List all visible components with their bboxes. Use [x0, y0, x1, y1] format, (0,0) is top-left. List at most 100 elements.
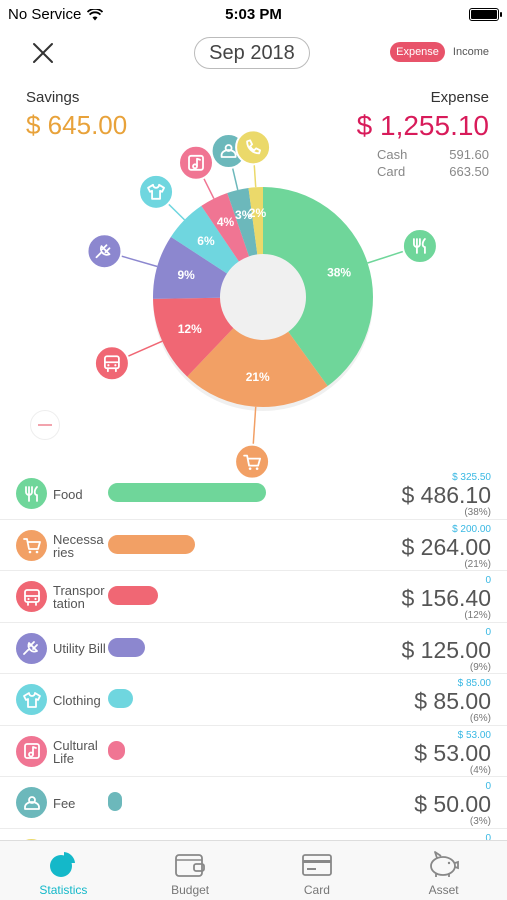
plug-icon[interactable]	[86, 233, 123, 270]
category-name: Fee	[53, 795, 76, 811]
carrier-label: No Service	[8, 6, 82, 23]
plug-icon	[16, 632, 47, 664]
category-pct: (12%)	[464, 610, 491, 621]
expense-value: $ 1,255.10	[356, 110, 489, 141]
category-row[interactable]: Transportation 0 $ 156.40 (12%)	[0, 571, 507, 623]
category-row[interactable]: Necessaries $ 200.00 $ 264.00 (21%)	[0, 520, 507, 571]
tab-statistics-label: Statistics	[39, 883, 88, 897]
slice-percent-label: 21%	[246, 370, 270, 384]
category-budget: 0	[485, 575, 491, 586]
pie-slice-communication[interactable]	[248, 187, 263, 255]
bus-icon	[16, 581, 47, 612]
tab-bar: Statistics Budget Card Asset	[0, 840, 507, 900]
card-label: Card	[377, 164, 406, 179]
tab-asset-label: Asset	[428, 883, 459, 897]
shirt-icon[interactable]	[138, 173, 175, 210]
fork-knife-icon	[16, 478, 47, 509]
pie-slice-cultural-life[interactable]	[201, 192, 250, 262]
category-row[interactable]: Utility Bill 0 $ 125.00 (9%)	[0, 623, 507, 674]
collapse-button[interactable]	[30, 410, 60, 440]
savings-label: Savings	[26, 89, 80, 106]
pie-slice-food[interactable]	[263, 187, 373, 386]
slice-percent-label: 6%	[197, 234, 215, 248]
carrier-group: No Service	[8, 6, 104, 23]
slice-percent-label: 4%	[217, 215, 235, 229]
card-icon	[301, 854, 332, 876]
card-value: 663.50	[449, 164, 489, 179]
bus-icon[interactable]	[93, 345, 130, 382]
tab-card[interactable]: Card	[254, 841, 381, 900]
category-budget: $ 53.00	[457, 729, 491, 741]
expense-donut-chart: 38% 21% 12% 9% 6%4% 3%2%	[86, 129, 438, 480]
shirt-icon	[16, 684, 47, 715]
pie-slice-necessaries[interactable]	[187, 328, 328, 407]
slice-percent-label: 12%	[178, 322, 202, 336]
category-amount: $ 156.40	[401, 585, 491, 611]
category-share-bar	[108, 483, 266, 502]
category-amount: $ 53.00	[414, 739, 491, 766]
pie-slice-transportation[interactable]	[153, 297, 234, 377]
slice-percent-label: 3%	[235, 208, 253, 222]
category-share-bar	[108, 740, 125, 760]
fork-knife-icon[interactable]	[401, 228, 438, 265]
category-name: Transportation	[53, 583, 105, 611]
slice-percent-label: 2%	[249, 206, 267, 220]
battery-icon	[469, 8, 502, 21]
category-row[interactable]: Cultural Life $ 53.00 $ 53.00 (4%)	[0, 726, 507, 777]
cash-value: 591.60	[449, 147, 489, 162]
cart-icon[interactable]	[234, 443, 271, 480]
savings-value: $ 645.00	[26, 110, 128, 140]
category-name: Food	[53, 486, 83, 502]
minus-icon	[38, 424, 52, 426]
category-budget: 0	[485, 626, 491, 638]
category-row[interactable]: Clothing $ 85.00 $ 85.00 (6%)	[0, 674, 507, 726]
header: Sep 2018 Expense Income	[0, 30, 507, 80]
category-share-bar	[108, 534, 196, 554]
pie-chart-icon	[50, 852, 76, 877]
month-selector[interactable]: Sep 2018	[194, 37, 310, 69]
category-share-bar	[108, 586, 158, 605]
pie-slice-utility-bill[interactable]	[153, 236, 228, 299]
category-name: Cultural Life	[53, 737, 98, 766]
category-amount: $ 264.00	[401, 533, 491, 560]
card-row: Card 663.50	[377, 164, 489, 179]
music-icon	[16, 735, 47, 767]
slice-percent-label: 38%	[327, 265, 351, 279]
expense-income-toggle: Expense Income	[390, 42, 491, 62]
category-pct: (6%)	[469, 713, 491, 724]
tab-budget[interactable]: Budget	[127, 841, 254, 900]
category-row[interactable]: Fee 0 $ 50.00 (3%)	[0, 777, 507, 829]
close-icon	[33, 43, 53, 63]
category-amount: $ 125.00	[401, 636, 491, 663]
wallet-icon	[175, 854, 206, 877]
category-name: Utility Bill	[53, 641, 106, 656]
tab-statistics[interactable]: Statistics	[0, 841, 127, 900]
cart-icon	[16, 529, 47, 561]
category-list: Food $ 325.50 $ 486.10 (38%) Necessaries $ 20…	[0, 468, 507, 880]
expense-toggle-button[interactable]: Expense	[390, 42, 445, 62]
music-icon[interactable]	[178, 144, 215, 181]
phone-icon[interactable]	[235, 129, 272, 166]
category-pct: (21%)	[464, 558, 491, 570]
category-row[interactable]: Food $ 325.50 $ 486.10 (38%)	[0, 468, 507, 520]
status-bar: No Service 5:03 PM	[0, 0, 507, 30]
category-pct: (38%)	[464, 507, 491, 518]
close-button[interactable]	[28, 38, 58, 68]
clock: 5:03 PM	[225, 6, 282, 23]
tab-asset[interactable]: Asset	[380, 841, 507, 900]
income-toggle-button[interactable]: Income	[452, 46, 489, 58]
category-budget: $ 85.00	[457, 678, 491, 689]
cash-label: Cash	[377, 147, 408, 162]
tab-card-label: Card	[303, 883, 330, 897]
pie-slice-clothing[interactable]	[170, 205, 239, 274]
category-share-bar	[108, 689, 133, 708]
category-share-bar	[108, 637, 146, 657]
slice-percent-label: 9%	[177, 268, 195, 282]
category-pct: (4%)	[469, 764, 491, 776]
cash-row: Cash 591.60	[377, 147, 489, 162]
category-share-bar	[108, 792, 122, 811]
wifi-icon	[87, 8, 104, 20]
category-budget: 0	[485, 832, 491, 844]
pie-slice-fee[interactable]	[227, 187, 258, 257]
category-name: Clothing	[53, 692, 101, 708]
